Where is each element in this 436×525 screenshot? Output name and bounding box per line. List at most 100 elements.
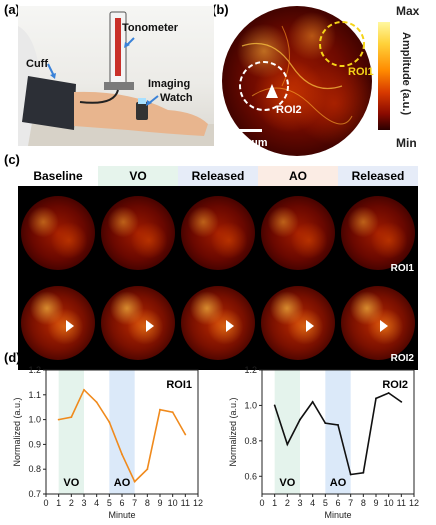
x-tick-label: 8 <box>361 498 366 508</box>
data-point <box>349 473 352 476</box>
x-tick-label: 7 <box>132 498 137 508</box>
data-point <box>121 453 123 456</box>
header-released-1: Released <box>178 166 258 186</box>
y-tick-label: 1.1 <box>28 390 41 400</box>
data-point <box>108 421 111 423</box>
y-axis-label: Normalized (a.u.) <box>12 397 22 466</box>
data-point <box>311 400 314 403</box>
roi2-arrow-markers <box>66 320 388 332</box>
data-point <box>324 422 327 425</box>
roi2-label: ROI2 <box>276 104 302 116</box>
x-axis-label: Minute <box>324 510 351 520</box>
y-axis-label: Normalized (a.u.) <box>228 397 238 466</box>
data-point <box>70 416 73 419</box>
roi2-arrow-5-icon <box>380 320 388 332</box>
header-released-2: Released <box>338 166 418 186</box>
x-tick-label: 4 <box>310 498 315 508</box>
scale-bar-label: 500 µm <box>230 137 268 149</box>
x-tick-label: 4 <box>94 498 99 508</box>
y-tick-label: 0.8 <box>244 436 257 446</box>
y-tick-label: 1.0 <box>28 415 41 425</box>
panel-label-b: (b) <box>212 2 229 17</box>
x-tick-label: 7 <box>348 498 353 508</box>
imaging-watch-label-line2: Watch <box>160 92 193 104</box>
data-point <box>95 401 98 404</box>
cuff-label: Cuff <box>26 58 48 70</box>
data-point <box>286 443 289 446</box>
tonometer-label: Tonometer <box>122 22 179 34</box>
roi1-strip-label: ROI1 <box>390 263 414 274</box>
roi1-label: ROI1 <box>348 66 374 78</box>
data-point <box>83 388 85 391</box>
shaded-region-vo <box>58 370 84 494</box>
data-point <box>133 480 136 483</box>
roi1-frame-baseline <box>21 196 95 270</box>
header-baseline: Baseline <box>18 166 98 186</box>
data-point <box>273 404 276 407</box>
x-axis-label: Minute <box>108 510 135 520</box>
data-point <box>184 433 187 436</box>
roi2-frame-vo <box>101 286 175 360</box>
roi2-frame-released-2 <box>341 286 415 360</box>
data-point <box>400 400 403 403</box>
x-tick-label: 5 <box>107 498 112 508</box>
data-point <box>146 468 149 471</box>
data-point <box>159 408 161 411</box>
y-tick-label: 1.2 <box>244 365 257 375</box>
colorbar-min: Min <box>396 136 417 150</box>
roi1-line-chart: VO AO0 1 2 3 4 5 6 7 8 9 10 11 120.70.80.91.01.11.2RO… <box>12 365 203 520</box>
roi2-line-chart: VO AO0 1 2 3 4 5 6 7 8 9 10 11 120.60.81.01.2ROI2Minu… <box>228 365 419 520</box>
shaded-region-ao <box>325 370 351 494</box>
arrow-watch-icon <box>146 100 152 106</box>
imaging-watch-label-line1: Imaging <box>148 78 191 90</box>
x-tick-label: 11 <box>397 498 406 508</box>
x-tick-label: 11 <box>181 498 190 508</box>
setup-photo <box>18 6 214 146</box>
roi2-arrow-4-icon <box>306 320 314 332</box>
y-tick-label: 0.9 <box>28 439 41 449</box>
roi1-frame-vo <box>101 196 175 270</box>
data-point <box>337 424 339 426</box>
x-tick-label: 9 <box>373 498 378 508</box>
x-tick-label: 10 <box>168 498 178 508</box>
roi2-arrow-1-icon <box>66 320 74 332</box>
phase-label-ao: AO <box>330 477 347 489</box>
x-tick-label: 10 <box>384 498 394 508</box>
roi1-circle <box>319 21 365 67</box>
panel-label-c: (c) <box>4 152 20 167</box>
scale-bar <box>236 129 262 132</box>
roi2-arrow-2-icon <box>146 320 154 332</box>
x-tick-label: 5 <box>323 498 328 508</box>
x-tick-label: 6 <box>335 498 340 508</box>
arrow-tonometer-icon <box>124 42 130 48</box>
roi1-frame-ao <box>261 196 335 270</box>
roi-overlays <box>239 21 365 125</box>
shaded-region-vo <box>274 370 300 494</box>
colorbar <box>378 22 390 130</box>
x-tick-label: 2 <box>285 498 290 508</box>
data-point <box>375 397 377 400</box>
x-tick-label: 12 <box>409 498 419 508</box>
roi2-frame-baseline <box>21 286 95 360</box>
data-point <box>362 471 365 474</box>
chart-title: ROI2 <box>382 379 408 391</box>
phase-label-ao: AO <box>114 477 131 489</box>
x-tick-label: 3 <box>81 498 86 508</box>
arrow-cuff-icon <box>50 73 56 79</box>
x-tick-label: 1 <box>56 498 61 508</box>
x-tick-label: 9 <box>157 498 162 508</box>
panel-label-d: (d) <box>4 350 21 365</box>
setup-illustration <box>18 11 214 146</box>
x-tick-label: 1 <box>272 498 277 508</box>
x-tick-label: 12 <box>193 498 203 508</box>
phase-label-vo: VO <box>63 477 79 489</box>
y-tick-label: 0.7 <box>28 489 41 499</box>
y-tick-label: 1.2 <box>28 365 41 375</box>
x-tick-label: 0 <box>43 498 48 508</box>
roi1-frame-released-2 <box>341 196 415 270</box>
roi1-frame-released-1 <box>181 196 255 270</box>
roi2-frame-ao <box>261 286 335 360</box>
roi2-arrowhead-icon <box>266 84 278 98</box>
x-tick-label: 0 <box>259 498 264 508</box>
header-vo: VO <box>98 166 178 186</box>
